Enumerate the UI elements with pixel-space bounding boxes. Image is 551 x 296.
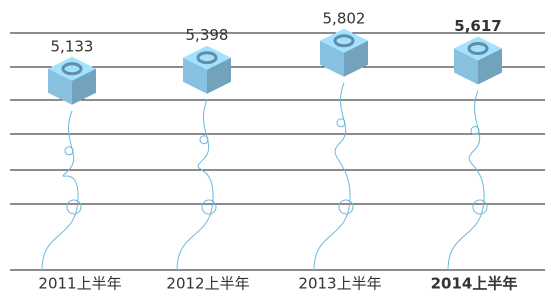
balloon [42, 57, 96, 270]
x-tick-label: 2011上半年 [38, 275, 121, 293]
value-label: 5,133 [51, 37, 94, 55]
value-label: 5,617 [454, 17, 501, 35]
x-tick-label: 2012上半年 [166, 275, 249, 293]
string-loop [202, 200, 216, 214]
value-label: 5,398 [186, 26, 229, 44]
balloon [448, 37, 502, 270]
string-loop [337, 119, 345, 127]
value-label: 5,802 [323, 9, 366, 27]
string [177, 100, 213, 270]
string-loop [67, 200, 81, 214]
string [448, 91, 484, 270]
string-loop [65, 147, 73, 155]
string [314, 83, 350, 270]
x-tick-label: 2014上半年 [431, 275, 518, 293]
string-loop [200, 136, 208, 144]
balloon [314, 29, 368, 270]
x-tick-label: 2013上半年 [298, 275, 381, 293]
string-loop [471, 127, 479, 135]
string-loop [473, 200, 487, 214]
chart: 5,133 2011上半年 5,398 2012上半年 5,802 2013上半年 5,61… [0, 0, 551, 296]
string [42, 111, 78, 270]
balloon [177, 46, 231, 270]
string-loop [339, 200, 353, 214]
